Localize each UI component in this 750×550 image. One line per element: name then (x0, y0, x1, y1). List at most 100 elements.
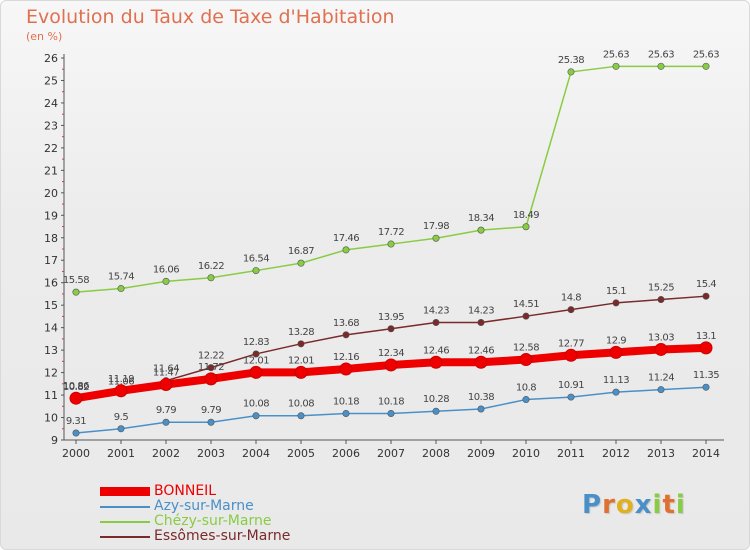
data-label-bonneil-2000: 10.86 (63, 381, 89, 392)
x-tick-label-2001: 2001 (107, 447, 135, 460)
y-tick-label-26: 26 (44, 52, 58, 65)
data-point-ch-zy-sur-marne-2003 (207, 274, 215, 282)
data-point-ess-mes-sur-marne-2011 (567, 306, 575, 314)
data-point-ess-mes-sur-marne-2003 (207, 364, 215, 372)
series-line-ch-zy-sur-marne (75, 65, 706, 293)
data-point-ch-zy-sur-marne-2002 (162, 277, 170, 285)
legend-item-chezy: Chézy-sur-Marne (100, 514, 290, 529)
data-point-bonneil-2013 (654, 342, 668, 356)
data-label-ch-zy-sur-marne-2013: 25.63 (648, 49, 674, 60)
data-point-azy-sur-marne-2010 (522, 396, 530, 404)
data-point-azy-sur-marne-2007 (387, 409, 395, 417)
data-point-ch-zy-sur-marne-2006 (342, 246, 350, 254)
data-label-ess-mes-sur-marne-2011: 14.8 (561, 293, 581, 304)
data-label-azy-sur-marne-2008: 10.28 (423, 394, 449, 405)
data-label-ess-mes-sur-marne-2009: 14.23 (468, 305, 494, 316)
x-tick-label-2007: 2007 (377, 447, 405, 460)
data-point-ess-mes-sur-marne-2006 (342, 331, 350, 339)
x-tick-label-2000: 2000 (62, 447, 90, 460)
data-point-bonneil-2011 (564, 348, 578, 362)
data-label-azy-sur-marne-2011: 10.91 (558, 380, 584, 391)
data-label-bonneil-2012: 12.9 (606, 335, 626, 346)
data-label-ess-mes-sur-marne-2012: 15.1 (606, 286, 626, 297)
data-label-azy-sur-marne-2007: 10.18 (378, 396, 404, 407)
x-tick-label-2013: 2013 (647, 447, 675, 460)
data-point-ch-zy-sur-marne-2000 (72, 288, 80, 296)
logo-letter: P (582, 490, 603, 520)
chart-legend: BONNEIL Azy-sur-Marne Chézy-sur-Marne Es… (100, 484, 290, 544)
y-tick-label-16: 16 (44, 277, 58, 290)
y-tick-label-13: 13 (44, 344, 58, 357)
y-tick-label-24: 24 (44, 97, 58, 110)
data-label-ch-zy-sur-marne-2012: 25.63 (603, 49, 629, 60)
data-point-azy-sur-marne-2006 (342, 409, 350, 417)
legend-swatch-azy (100, 505, 150, 508)
x-tick-label-2004: 2004 (242, 447, 270, 460)
data-point-ch-zy-sur-marne-2009 (477, 226, 485, 234)
data-point-ess-mes-sur-marne-2012 (612, 299, 620, 307)
data-point-ch-zy-sur-marne-2004 (252, 267, 260, 275)
x-tick-label-2009: 2009 (467, 447, 495, 460)
data-point-bonneil-2000 (69, 391, 83, 405)
data-label-bonneil-2004: 12.01 (243, 355, 269, 366)
data-point-ess-mes-sur-marne-2009 (477, 318, 485, 326)
data-label-azy-sur-marne-2013: 11.24 (648, 373, 674, 384)
legend-item-bonneil: BONNEIL (100, 484, 290, 499)
x-tick-label-2012: 2012 (602, 447, 630, 460)
legend-label-bonneil: BONNEIL (154, 483, 217, 499)
data-label-ch-zy-sur-marne-2004: 16.54 (243, 254, 269, 265)
logo-letter: i (675, 490, 686, 520)
data-label-azy-sur-marne-2000: 9.31 (66, 416, 86, 427)
logo-letter: r (602, 490, 616, 520)
data-point-azy-sur-marne-2004 (252, 412, 260, 420)
data-label-azy-sur-marne-2012: 11.13 (603, 375, 629, 386)
data-label-ch-zy-sur-marne-2003: 16.22 (198, 261, 224, 272)
data-point-ch-zy-sur-marne-2011 (567, 68, 575, 76)
data-label-bonneil-2003: 11.72 (198, 362, 224, 373)
data-point-bonneil-2009 (474, 355, 488, 369)
legend-swatch-essomes (100, 535, 150, 538)
data-label-ess-mes-sur-marne-2004: 12.83 (243, 337, 269, 348)
data-point-bonneil-2002 (159, 377, 173, 391)
x-tick-label-2008: 2008 (422, 447, 450, 460)
data-label-ess-mes-sur-marne-2005: 13.28 (288, 327, 314, 338)
data-point-azy-sur-marne-2001 (117, 425, 125, 433)
data-point-bonneil-2014 (699, 341, 713, 355)
y-tick-label-21: 21 (44, 164, 58, 177)
x-tick-label-2005: 2005 (287, 447, 315, 460)
data-label-ess-mes-sur-marne-2014: 15.4 (696, 279, 716, 290)
data-point-azy-sur-marne-2014 (702, 383, 710, 391)
data-label-bonneil-2006: 12.16 (333, 352, 359, 363)
data-point-ch-zy-sur-marne-2013 (657, 62, 665, 70)
legend-label-essomes: Essômes-sur-Marne (154, 528, 291, 544)
data-point-azy-sur-marne-2009 (477, 405, 485, 413)
data-label-ch-zy-sur-marne-2000: 15.58 (63, 275, 89, 286)
legend-swatch-bonneil (100, 487, 150, 496)
data-label-bonneil-2007: 12.34 (378, 348, 404, 359)
data-label-azy-sur-marne-2010: 10.8 (516, 383, 536, 394)
data-label-azy-sur-marne-2001: 9.5 (114, 412, 129, 423)
y-tick-label-15: 15 (44, 299, 58, 312)
y-tick-label-22: 22 (44, 142, 58, 155)
data-point-ch-zy-sur-marne-2001 (117, 285, 125, 293)
data-label-ess-mes-sur-marne-2013: 15.25 (648, 283, 674, 294)
data-point-bonneil-2004 (249, 365, 263, 379)
data-label-ch-zy-sur-marne-2005: 16.87 (288, 246, 314, 257)
data-label-ch-zy-sur-marne-2010: 18.49 (513, 210, 539, 221)
data-label-ch-zy-sur-marne-2006: 17.46 (333, 233, 359, 244)
data-label-bonneil-2013: 13.03 (648, 332, 674, 343)
logo-letter: i (652, 490, 663, 520)
data-point-ch-zy-sur-marne-2005 (297, 259, 305, 267)
data-label-azy-sur-marne-2009: 10.38 (468, 392, 494, 403)
data-label-bonneil-2005: 12.01 (288, 355, 314, 366)
data-point-ch-zy-sur-marne-2007 (387, 240, 395, 248)
y-tick-label-23: 23 (44, 119, 58, 132)
data-point-bonneil-2010 (519, 353, 533, 367)
data-label-bonneil-2002: 11.47 (153, 367, 179, 378)
x-tick-label-2011: 2011 (557, 447, 585, 460)
logo-letter: t (662, 490, 676, 520)
data-point-azy-sur-marne-2013 (657, 386, 665, 394)
y-tick-label-18: 18 (44, 232, 58, 245)
